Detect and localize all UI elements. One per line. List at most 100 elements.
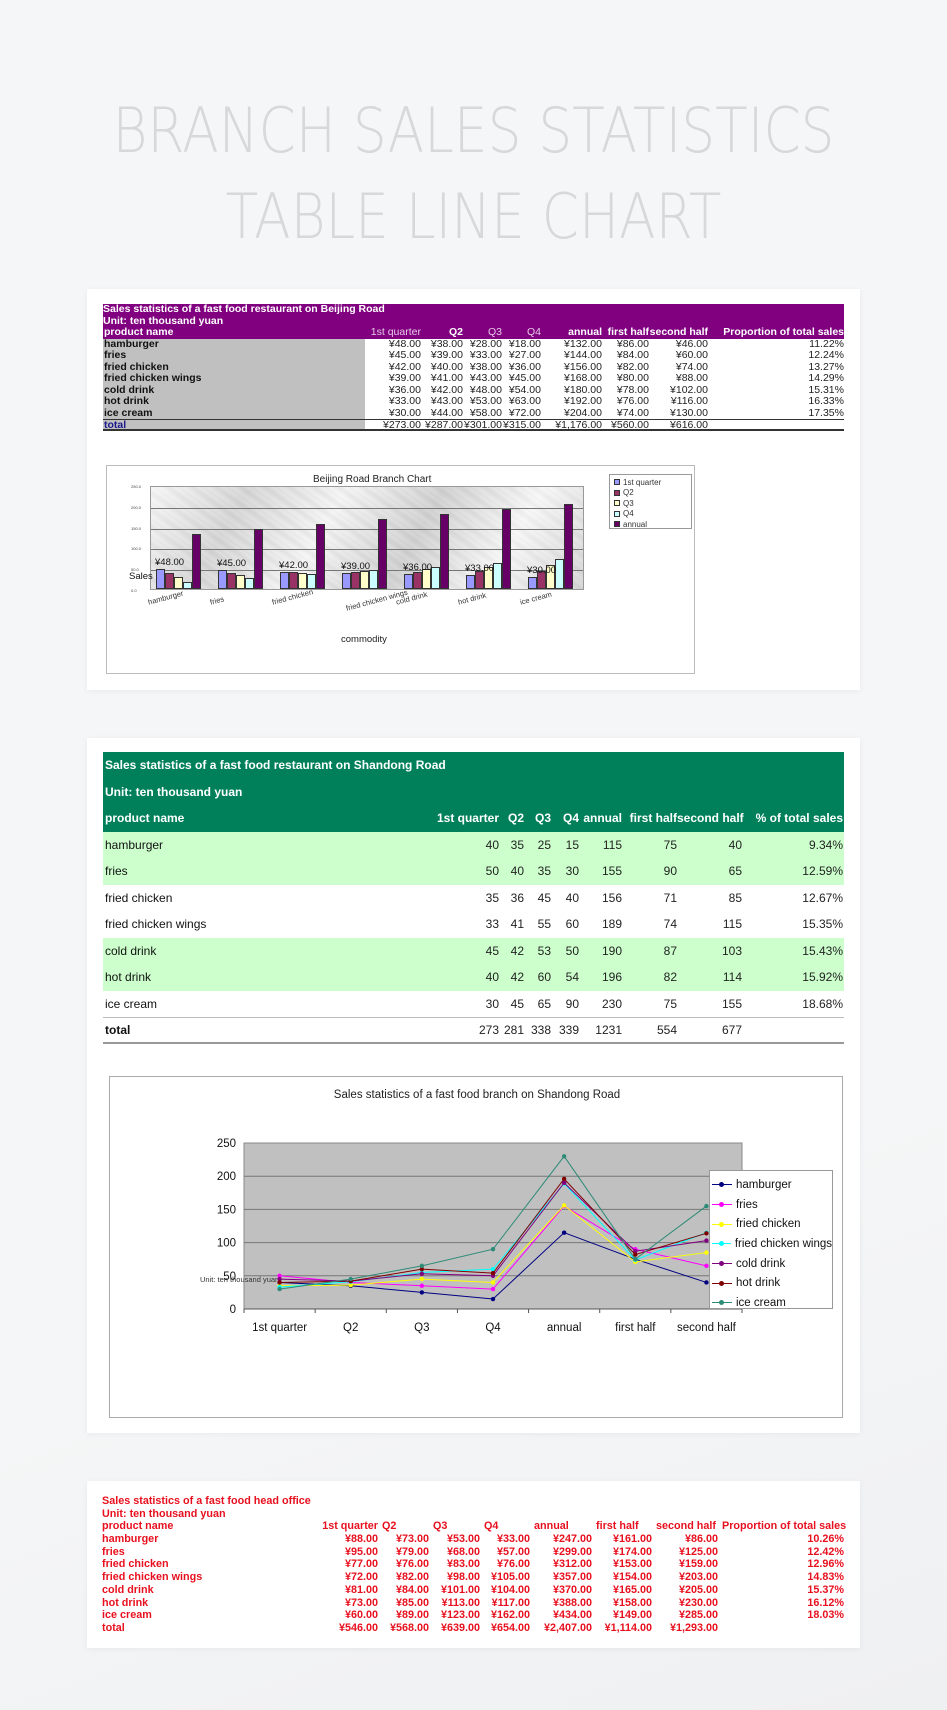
legend-item: 1st quarter: [614, 477, 687, 488]
legend-label: Q4: [623, 509, 634, 519]
legend-label: hot drink: [736, 1277, 781, 1290]
cell-second-half: ¥46.00: [675, 337, 708, 350]
cell-second-half: 677: [721, 1022, 742, 1037]
cell-q3: ¥113.00: [441, 1596, 480, 1609]
x-category-label: hamburger: [147, 588, 185, 607]
cell-q1: 273: [478, 1022, 499, 1037]
col-header-q2: Q2: [507, 811, 524, 826]
y-tick: 50: [223, 1271, 236, 1283]
cell-proportion: 11.22%: [809, 337, 844, 350]
bar: [227, 572, 236, 589]
beijing-road-table: Sales statistics of a fast food restaura…: [103, 303, 844, 431]
data-point-marker: [704, 1231, 709, 1236]
cell-first-half: ¥86.00: [616, 337, 649, 350]
cell-second-half: ¥60.00: [675, 349, 708, 361]
cell-product: ice cream: [105, 996, 158, 1011]
legend-swatch-icon: [614, 521, 620, 528]
table-row: hot drink ¥73.00 ¥85.00 ¥113.00 ¥117.00 ¥388.…: [102, 1597, 844, 1610]
legend-line-marker-icon: [712, 1220, 732, 1228]
data-point-marker: [704, 1250, 709, 1255]
cell-proportion: 9.34%: [808, 837, 843, 852]
bar: [280, 571, 289, 589]
y-tick: 150: [217, 1204, 236, 1216]
table-total-row: total 273 281 338 339 1231 554 677: [103, 1017, 844, 1044]
cell-first-half: ¥165.00: [612, 1583, 652, 1596]
table-row: fries 50 40 35 30 155 90 65 12.59%: [103, 858, 844, 885]
data-label: ¥42.00: [279, 559, 309, 571]
cell-product: fries: [103, 349, 365, 362]
table-row: ice cream ¥60.00 ¥89.00 ¥123.00 ¥162.00 ¥434.…: [102, 1609, 844, 1622]
cell-q2: ¥44.00: [430, 406, 463, 419]
y-axis-label: Sales: [129, 571, 153, 582]
cell-q3: ¥33.00: [469, 349, 502, 361]
cell-second-half: ¥1,293.00: [669, 1621, 718, 1634]
cell-q4: 90: [565, 996, 579, 1011]
table-row: fried chicken wings ¥72.00 ¥82.00 ¥98.00 ¥10…: [102, 1571, 844, 1584]
cell-first-half: 82: [663, 970, 677, 985]
table-unit-row: Unit: ten thousand yuan: [102, 1508, 844, 1521]
legend-line-marker-icon: [712, 1240, 731, 1248]
col-header-annual: annual: [583, 811, 622, 826]
legend-item: fried chicken wings: [712, 1234, 832, 1254]
cell-q1: 40: [485, 837, 499, 852]
legend-swatch-icon: [614, 479, 620, 486]
bar: [174, 577, 183, 589]
data-point-marker: [277, 1280, 282, 1285]
cell-q1: ¥39.00: [388, 372, 421, 384]
bar: [564, 504, 573, 589]
cell-first-half: ¥74.00: [616, 406, 649, 419]
cell-q3: 65: [537, 996, 551, 1011]
bar: [218, 570, 227, 589]
cell-annual: ¥357.00: [552, 1571, 592, 1584]
data-point-marker: [561, 1203, 567, 1208]
cell-product: fried chicken: [102, 1558, 169, 1571]
cell-proportion: 17.35%: [808, 406, 844, 419]
col-header-q3: Q3: [534, 811, 551, 826]
table-header-row: product name 1st quarter Q2 Q3 Q4 annual…: [102, 1520, 846, 1533]
line-chart-svg: Sales statistics of a fast food branch o…: [200, 1089, 743, 1334]
cell-q4: ¥117.00: [491, 1596, 530, 1609]
data-point-marker: [633, 1252, 638, 1257]
data-point-marker: [490, 1270, 496, 1276]
cell-q2: 281: [503, 1022, 524, 1037]
cell-q2: ¥73.00: [395, 1533, 429, 1546]
col-header-first-half: first half: [596, 1520, 639, 1533]
cell-q2: 35: [510, 837, 524, 852]
cell-product: total: [102, 1621, 125, 1634]
cell-annual: 196: [601, 970, 622, 985]
table-row: fried chicken wings 33 41 55 60 189 74 115 15.35…: [103, 911, 844, 938]
cell-q4: 50: [565, 943, 579, 958]
legend-line-marker-icon: [712, 1260, 732, 1268]
table-unit: Unit: ten thousand yuan: [103, 314, 224, 327]
cell-q4: ¥72.00: [508, 406, 541, 419]
cell-second-half: ¥285.00: [678, 1609, 718, 1622]
cell-annual: ¥299.00: [552, 1545, 592, 1558]
cell-first-half: 74: [663, 917, 677, 932]
cell-annual: ¥388.00: [552, 1596, 592, 1609]
x-category-label: second half: [677, 1322, 737, 1334]
cell-annual: ¥434.00: [552, 1609, 592, 1622]
bar: [183, 581, 192, 589]
cell-q1: ¥45.00: [388, 349, 421, 361]
gridline: [151, 507, 583, 509]
cell-q4: ¥57.00: [496, 1545, 530, 1558]
cell-q3: 35: [537, 864, 551, 879]
legend-label: fries: [736, 1198, 758, 1211]
gridline: [151, 528, 583, 530]
table-unit-row: Unit: ten thousand yuan: [103, 778, 844, 805]
bar: [422, 569, 431, 589]
col-header-product: product name: [102, 1520, 174, 1533]
cell-q4: 339: [558, 1022, 579, 1037]
cell-q1: ¥95.00: [344, 1545, 378, 1558]
legend-line-marker-icon: [712, 1201, 732, 1209]
x-axis-label: commodity: [341, 634, 387, 645]
cell-q4: ¥36.00: [508, 360, 541, 373]
cell-product: fried chicken wings: [103, 372, 365, 385]
table-unit: Unit: ten thousand yuan: [102, 1507, 226, 1520]
cell-q4: 30: [565, 864, 579, 879]
cell-second-half: ¥88.00: [675, 372, 708, 384]
table-body: hamburger ¥48.00 ¥38.00 ¥28.00 ¥18.00 ¥132.00…: [103, 337, 844, 431]
cell-product: fried chicken: [103, 361, 365, 373]
cell-proportion: 18.68%: [802, 996, 843, 1011]
table-row: hamburger ¥88.00 ¥73.00 ¥53.00 ¥33.00 ¥247.00…: [102, 1533, 844, 1546]
